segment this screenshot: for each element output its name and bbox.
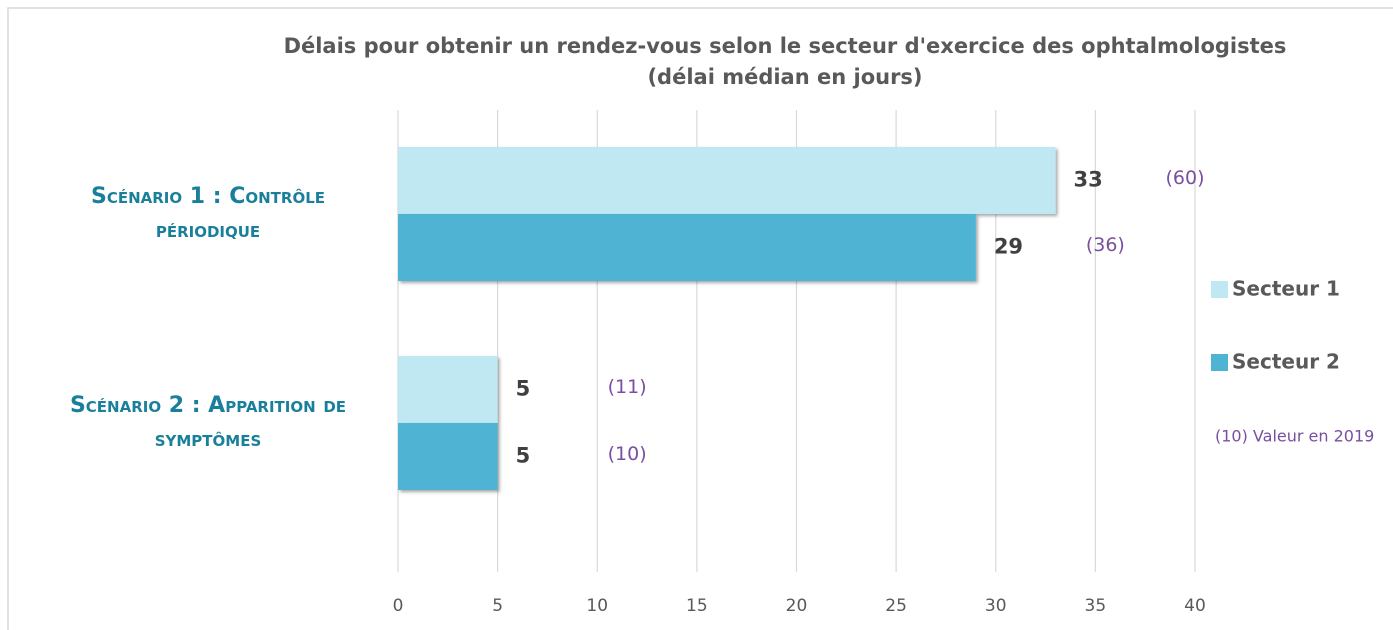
legend-label: Secteur 2	[1232, 350, 1340, 374]
annotation: (10) Valeur en 2019	[1215, 427, 1374, 446]
x-tick-label: 15	[686, 596, 708, 616]
category-label: Scénario 2 : Apparition de symptômes	[69, 393, 347, 452]
value-label: 5	[516, 377, 531, 401]
previous-value-label: (60)	[1166, 167, 1205, 189]
x-tick-label: 10	[586, 596, 608, 616]
x-tick-label: 0	[393, 596, 404, 616]
value-label: 5	[516, 444, 531, 468]
x-tick-label: 35	[1085, 596, 1107, 616]
previous-value-label: (11)	[608, 376, 647, 398]
bar	[398, 356, 498, 423]
category-label: Scénario 1 : Contrôle périodique	[90, 184, 326, 243]
x-tick-label: 20	[786, 596, 808, 616]
chart-border	[7, 7, 1393, 630]
x-tick-label: 30	[985, 596, 1007, 616]
previous-value-label: (10)	[608, 443, 647, 465]
legend-swatch	[1211, 281, 1228, 298]
previous-value-label: (36)	[1086, 234, 1125, 256]
value-label: 33	[1074, 168, 1103, 192]
chart-subtitle: (délai médian en jours)	[647, 65, 922, 89]
value-label: 29	[994, 235, 1023, 259]
legend-label: Secteur 1	[1232, 277, 1340, 301]
x-tick-label: 25	[885, 596, 907, 616]
bar	[398, 147, 1056, 214]
chart-title: Délais pour obtenir un rendez-vous selon…	[284, 34, 1287, 58]
x-tick-label: 40	[1184, 596, 1206, 616]
x-tick-label: 5	[492, 596, 503, 616]
legend-swatch	[1211, 354, 1228, 371]
bar	[398, 423, 498, 490]
bar	[398, 214, 976, 281]
